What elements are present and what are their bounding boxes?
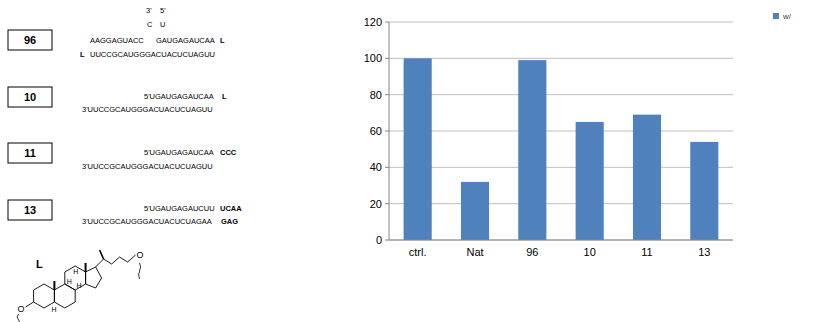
attachment xyxy=(17,314,20,322)
sequence-text: UCAA xyxy=(220,204,242,213)
legend: w/ xyxy=(773,12,792,21)
sequence-text: AAGGAGUACC xyxy=(90,36,144,45)
label-box xyxy=(8,30,52,50)
ring xyxy=(54,284,75,308)
linker-structure: LOOHHHH xyxy=(17,250,143,322)
atom-label: H xyxy=(51,306,56,313)
bond xyxy=(53,281,55,290)
bar-chart: 0 20 40 60 80 100 120 ctrl. Nat 96 10 11 13 w/ xyxy=(364,12,792,258)
sequence-text: L xyxy=(222,92,227,101)
bond xyxy=(104,259,112,264)
x-tick-label: 13 xyxy=(698,246,710,258)
sequence-text: 5' xyxy=(160,6,166,15)
tick-mark xyxy=(385,131,389,132)
x-tick-label: ctrl. xyxy=(409,246,427,258)
sequence-text: 3'UUCCGCAUGGGACUACUCUAGUU xyxy=(82,105,213,114)
duplex-entry: 10 5'UGAUGAGAUCAA L 3'UUCCGCAUGGGACUACUCUAG… xyxy=(8,87,227,114)
bars xyxy=(404,58,719,240)
sequence-text: U xyxy=(160,20,165,29)
label-box xyxy=(8,87,52,107)
sequence-text: L xyxy=(220,36,225,45)
bond xyxy=(26,302,34,307)
attachment xyxy=(139,263,141,279)
atom-label: H xyxy=(67,278,72,285)
entry-label: 11 xyxy=(24,147,36,159)
x-tick-label: 11 xyxy=(641,246,652,258)
grid-line xyxy=(389,22,733,23)
y-tick-label: 40 xyxy=(370,161,382,173)
bar xyxy=(518,60,546,240)
grid-line xyxy=(389,203,733,204)
grid-line xyxy=(389,167,733,168)
tick-mark xyxy=(385,167,389,168)
y-tick-label: 80 xyxy=(370,89,382,101)
x-axis xyxy=(389,240,733,241)
bar xyxy=(461,182,489,240)
grid-line xyxy=(389,131,733,132)
duplex-entry: 96 3' 5' CU AAGGAGUACC GAUGAGAUCAA L L UUCCGCAUG… xyxy=(8,6,225,59)
tick-mark xyxy=(385,94,389,95)
tick-mark xyxy=(385,22,389,23)
y-tick-label: 100 xyxy=(364,52,382,64)
sequence-text: C xyxy=(147,20,153,29)
sequence-text: L xyxy=(80,50,85,59)
grid-line xyxy=(389,58,733,59)
ring xyxy=(34,284,55,308)
bond xyxy=(100,250,104,259)
grid-line xyxy=(389,240,733,241)
y-tick-label: 60 xyxy=(370,125,382,137)
bar xyxy=(576,122,604,240)
duplex-entry: 13 5'UGAUGAGAUCUU UCAA 3'UUCCGCAUGGGACUACUC… xyxy=(8,200,242,226)
bar xyxy=(404,58,432,240)
legend-label: w/ xyxy=(782,12,792,21)
tick-mark xyxy=(385,203,389,204)
tick-mark xyxy=(385,58,389,59)
bond xyxy=(128,255,136,262)
x-tick-label: Nat xyxy=(466,246,483,258)
bond xyxy=(120,257,128,262)
y-tick-label: 120 xyxy=(364,16,382,28)
sequence-text: CCC xyxy=(220,148,237,157)
sequence-text: GAUGAGAUCAA xyxy=(156,36,215,45)
linker-label: L xyxy=(36,258,43,270)
label-box xyxy=(8,143,52,163)
entry-label: 96 xyxy=(24,34,36,46)
sequence-text: 3'UUCCGCAUGGGACUACUCUAGAA xyxy=(82,217,212,226)
atom-label: H xyxy=(77,282,82,289)
y-tick-label: 0 xyxy=(376,234,382,246)
legend-swatch xyxy=(773,13,779,19)
sequence-text: GAG xyxy=(221,217,238,226)
atom-label: H xyxy=(73,268,78,275)
y-tick-label: 20 xyxy=(370,198,382,210)
sequence-text: 5'UGAUGAGAUCAA xyxy=(144,92,214,101)
entry-label: 10 xyxy=(24,91,36,103)
atom-label: O xyxy=(18,304,25,314)
entry-label: 13 xyxy=(24,204,36,216)
ring xyxy=(65,266,86,290)
sequence-text: 5'UGAUGAGAUCUU xyxy=(144,204,215,213)
duplex-entry: 11 5'UGAUGAGAUCAA CCC 3'UUCCGCAUGGGACUACUCU… xyxy=(8,143,237,171)
figure: 96 3' 5' CU AAGGAGUACC GAUGAGAUCAA L L UUCCGCAUG… xyxy=(0,0,831,322)
atom-label: O xyxy=(137,250,144,260)
tick-mark xyxy=(385,240,389,241)
bond xyxy=(85,263,87,272)
x-tick-label: 96 xyxy=(526,246,538,258)
ring xyxy=(86,267,102,288)
sequence-text: UUCCGCAUGGGACUACUCUAGUU xyxy=(90,50,215,59)
grid-line xyxy=(389,94,733,95)
bar xyxy=(690,142,718,240)
bond xyxy=(112,257,120,264)
sequence-text: 5'UGAUGAGAUCAA xyxy=(144,148,214,157)
x-tick-label: 10 xyxy=(584,246,596,258)
duplex-diagrams: 96 3' 5' CU AAGGAGUACC GAUGAGAUCAA L L UUCCGCAUG… xyxy=(8,6,242,322)
label-box xyxy=(8,200,52,220)
bond xyxy=(96,259,104,267)
sequence-text: 3'UUCCGCAUGGGACUACUCUAGUU xyxy=(82,162,213,171)
sequence-text: 3' xyxy=(146,6,152,15)
bar xyxy=(633,115,661,240)
y-axis xyxy=(389,22,390,240)
